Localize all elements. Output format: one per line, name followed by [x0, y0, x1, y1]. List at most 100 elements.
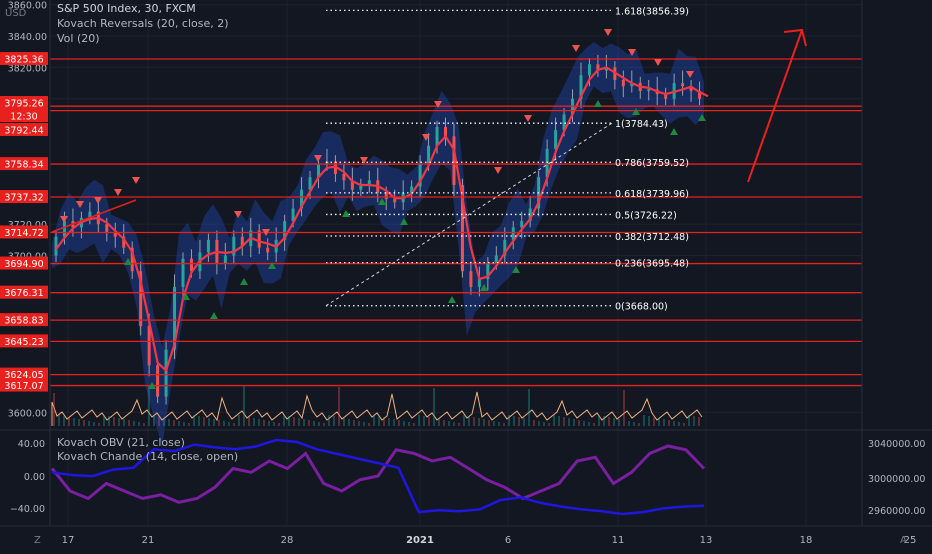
candle-body	[579, 75, 583, 99]
date-axis-label: 13	[700, 535, 713, 546]
candle-body	[181, 258, 185, 287]
obv-line	[51, 438, 705, 516]
timezone-button[interactable]: Z	[34, 535, 41, 546]
volume-bar	[443, 420, 445, 426]
volume-bar	[183, 422, 185, 426]
price-axis-label: 3840.00	[8, 32, 47, 43]
volume-bar	[453, 422, 455, 426]
volume-bar	[228, 422, 230, 426]
volume-line	[51, 391, 703, 426]
volume-bar	[623, 390, 625, 426]
date-axis-label: 17	[62, 535, 75, 546]
reversal-up-marker	[480, 284, 488, 291]
chande-line	[50, 444, 706, 504]
volume-bar	[393, 419, 395, 426]
fib-level-label: 0.786(3759.52)	[615, 158, 689, 169]
volume-bar	[358, 421, 360, 426]
volume-bar	[613, 418, 615, 426]
candle-body	[621, 79, 625, 87]
volume-bar	[588, 422, 590, 426]
candle-body	[308, 177, 312, 190]
volume-bar	[273, 422, 275, 426]
candle-body	[291, 208, 295, 222]
price-level-label: 12:30	[10, 112, 37, 123]
reversal-up-marker	[512, 266, 520, 273]
candle-body	[393, 199, 397, 203]
price-level-badge	[0, 157, 48, 171]
volume-bar	[128, 420, 130, 426]
candle-body	[232, 236, 236, 256]
volume-bar	[168, 419, 170, 426]
legend-obv[interactable]: Kovach OBV (21, close)	[57, 436, 185, 449]
reversal-up-marker	[268, 262, 276, 269]
price-axis-label: 3820.00	[8, 63, 47, 74]
reversal-down-marker	[654, 59, 662, 66]
legend-main[interactable]: S&P 500 Index, 30, FXCM	[57, 2, 196, 15]
volume-bar	[663, 419, 665, 426]
trend-arrow-line	[747, 29, 803, 183]
volume-bar	[523, 418, 525, 426]
volume-bar	[83, 420, 85, 426]
volume-bar	[253, 418, 255, 426]
volume-bar	[288, 416, 290, 426]
candle-body	[511, 227, 515, 240]
reversal-down-marker	[94, 197, 102, 204]
reversal-up-marker	[670, 128, 678, 135]
price-level-label: 3737.32	[4, 193, 43, 204]
date-axis-label: 11	[612, 535, 625, 546]
candle-body	[469, 271, 473, 287]
volume-bar	[698, 417, 700, 426]
legend-reversals[interactable]: Kovach Reversals (20, close, 2)	[57, 17, 229, 30]
volume-bar	[383, 417, 385, 426]
legend-volume[interactable]: Vol (20)	[57, 32, 100, 45]
volatility-band	[52, 42, 704, 447]
date-axis-label: 18	[800, 535, 813, 546]
volume-bar	[543, 422, 545, 426]
fib-trend-line	[325, 122, 613, 307]
candle-body	[266, 247, 270, 253]
volume-bar	[93, 422, 95, 426]
reversal-up-marker	[342, 210, 350, 217]
candle-body	[130, 247, 134, 272]
reversal-up-marker	[698, 114, 706, 121]
volume-bar	[188, 423, 190, 426]
volume-bar	[408, 422, 410, 426]
volume-bar	[563, 417, 565, 426]
price-level-badge	[0, 109, 48, 122]
candle-body	[528, 208, 532, 222]
lower-left-axis-label: 0.00	[24, 472, 45, 483]
candle-body	[173, 286, 177, 350]
volume-bar	[553, 415, 555, 426]
volume-bar	[173, 420, 175, 426]
volume-bar	[158, 417, 160, 426]
volume-bar	[403, 421, 405, 426]
legend-chande[interactable]: Kovach Chande (14, close, open)	[57, 450, 239, 463]
volume-bar	[88, 421, 90, 426]
candle-body	[206, 239, 210, 253]
price-level-label: 3658.83	[4, 316, 43, 327]
volume-bar	[218, 420, 220, 426]
volume-bar	[503, 423, 505, 426]
reversal-up-marker	[124, 258, 132, 265]
moving-average-line	[55, 66, 709, 373]
lower-right-axis-label: 3040000.00	[868, 439, 925, 450]
auto-scale-button[interactable]: A	[900, 535, 907, 546]
date-axis-label: 21	[142, 535, 155, 546]
lower-left-axis-label: −40.00	[10, 504, 45, 515]
volume-bar	[293, 417, 295, 426]
volume-bar	[223, 421, 225, 426]
volume-bar	[593, 423, 595, 426]
volume-bar	[638, 423, 640, 426]
candle-body	[596, 64, 600, 71]
reversal-down-marker	[262, 229, 270, 236]
price-level-label: 3617.07	[4, 381, 43, 392]
volume-bar	[603, 416, 605, 426]
volume-bar	[78, 419, 80, 426]
candle-body	[240, 236, 244, 247]
reversal-down-marker	[360, 157, 368, 164]
volume-bar	[513, 416, 515, 426]
volume-bar	[163, 418, 165, 426]
lower-right-axis-label: 2960000.00	[868, 506, 925, 517]
reversal-down-marker	[434, 101, 442, 108]
